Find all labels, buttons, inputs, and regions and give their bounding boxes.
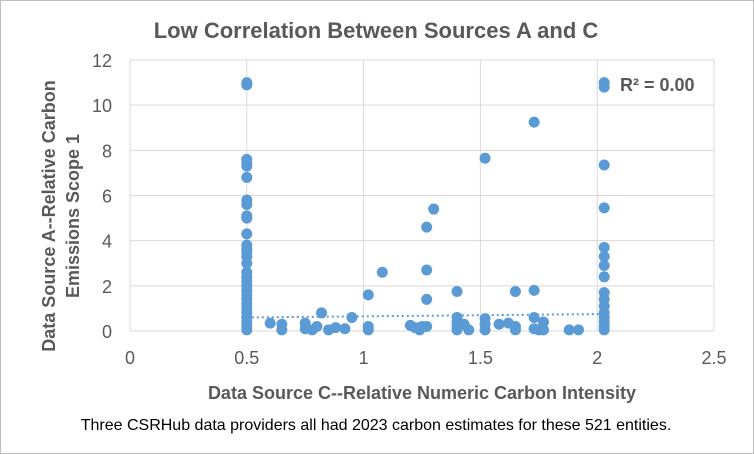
data-point [598, 202, 610, 214]
x-tick-label: 0.5 [234, 348, 259, 368]
data-point [241, 79, 253, 91]
data-point [362, 289, 374, 301]
data-point [421, 320, 433, 332]
data-point [428, 203, 440, 215]
data-point [421, 293, 433, 305]
data-point [509, 285, 521, 297]
data-point [479, 324, 491, 336]
data-point [241, 171, 253, 183]
x-tick-label: 2 [592, 348, 602, 368]
data-point [493, 318, 505, 330]
data-point [330, 322, 342, 334]
data-point [479, 152, 491, 164]
data-point [598, 250, 610, 262]
data-point [421, 221, 433, 233]
r-squared-label: R² = 0.00 [620, 75, 695, 95]
data-point [563, 324, 575, 336]
data-point [241, 324, 253, 336]
y-tick-label: 2 [102, 277, 112, 297]
data-point [316, 307, 328, 319]
data-point [421, 264, 433, 276]
y-tick-label: 4 [102, 232, 112, 252]
data-point [241, 199, 253, 211]
data-point [528, 311, 540, 323]
data-point [376, 266, 388, 278]
y-tick-label: 6 [102, 187, 112, 207]
x-tick-label: 2.5 [701, 348, 726, 368]
y-tick-label: 10 [92, 96, 112, 116]
data-point [598, 271, 610, 283]
data-point [598, 324, 610, 336]
chart-title: Low Correlation Between Sources A and C [153, 18, 599, 43]
data-point [509, 324, 521, 336]
data-point [598, 81, 610, 93]
data-point [241, 257, 253, 269]
y-tick-label: 8 [102, 141, 112, 161]
data-point [311, 320, 323, 332]
data-point [241, 160, 253, 172]
caption: Three CSRHub data providers all had 2023… [80, 417, 672, 434]
x-tick-label: 1 [359, 348, 369, 368]
data-point [528, 116, 540, 128]
x-axis-title: Data Source C--Relative Numeric Carbon I… [207, 383, 637, 403]
data-point [451, 285, 463, 297]
data-point [264, 317, 276, 329]
data-point [537, 324, 549, 336]
data-point [276, 324, 288, 336]
trendline [246, 313, 605, 319]
data-point [537, 316, 549, 328]
y-tick-label: 12 [92, 51, 112, 71]
data-point [528, 284, 540, 296]
data-point [241, 212, 253, 224]
data-point [362, 324, 374, 336]
x-tick-label: 1.5 [468, 348, 493, 368]
data-point [598, 159, 610, 171]
data-point [598, 260, 610, 272]
data-point [339, 323, 351, 335]
data-point [598, 241, 610, 253]
x-tick-label: 0 [125, 348, 135, 368]
data-point [241, 228, 253, 240]
y-tick-label: 0 [102, 322, 112, 342]
data-point [573, 324, 585, 336]
data-point [463, 324, 475, 336]
